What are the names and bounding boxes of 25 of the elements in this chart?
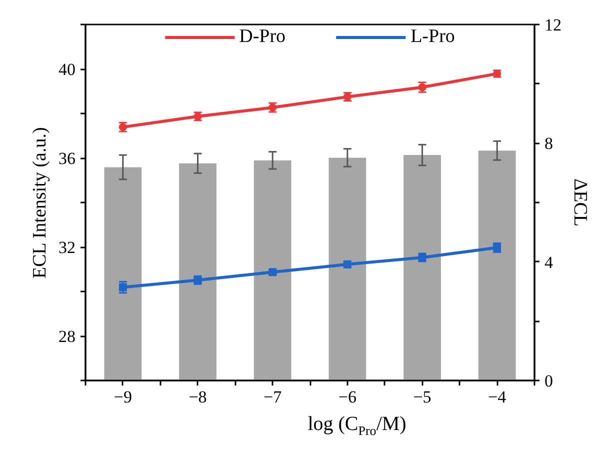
bar — [404, 155, 441, 380]
y2-tick-label: 0 — [544, 372, 553, 390]
y2-axis-title: ΔECL — [570, 178, 590, 227]
y-tick-label: 36 — [58, 149, 76, 168]
bar — [179, 163, 216, 380]
bar — [328, 158, 366, 380]
x-axis-title: log (C$_{Pro}$/M) — [308, 412, 406, 440]
x-tick-label: −9 — [114, 388, 132, 406]
x-tick-label: −8 — [188, 388, 207, 406]
legend-label: D-Pro — [239, 26, 286, 48]
x-tick-label: −6 — [338, 388, 356, 406]
bar — [104, 167, 142, 380]
bar — [254, 160, 292, 380]
bar — [478, 150, 516, 380]
x-tick-label: −5 — [413, 388, 432, 406]
y-axis-title: ECL Intensity (a.u.) — [30, 127, 50, 278]
y2-tick-label: 12 — [544, 16, 562, 34]
x-tick-label: −4 — [488, 388, 507, 406]
y-tick-label: 32 — [58, 238, 76, 257]
y-tick-label: 28 — [58, 327, 76, 346]
y-tick-label: 40 — [58, 60, 76, 79]
legend-label: L-Pro — [410, 26, 455, 48]
y2-tick-label: 8 — [544, 134, 553, 154]
y2-tick-label: 4 — [544, 252, 554, 272]
x-tick-label: −7 — [264, 388, 282, 406]
